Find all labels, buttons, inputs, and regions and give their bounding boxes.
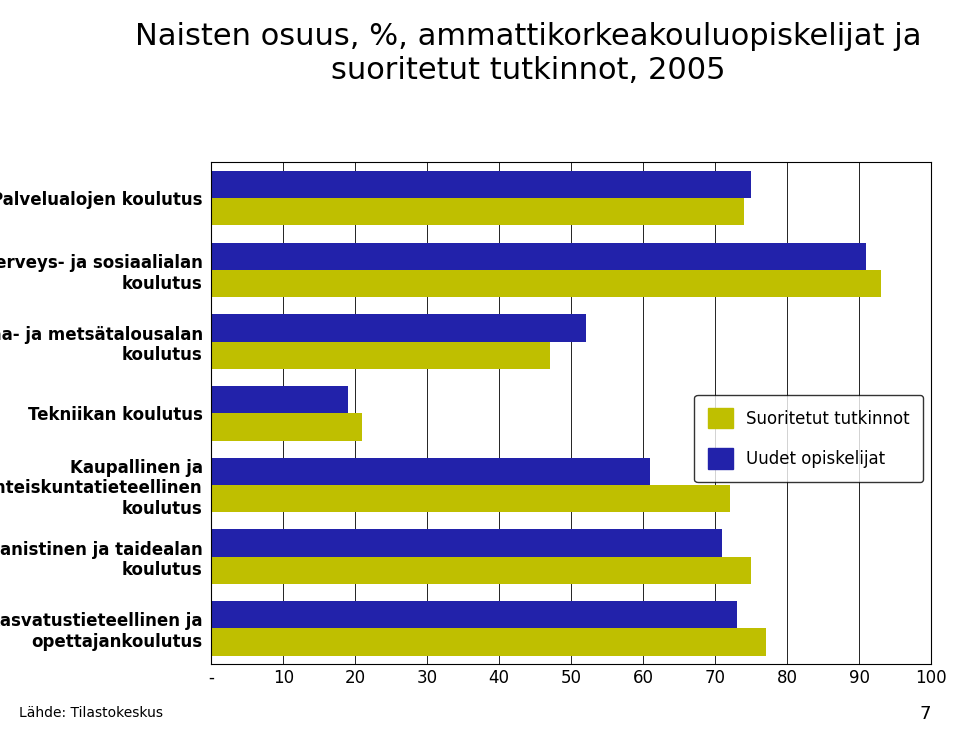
Text: Naisten osuus, %, ammattikorkeakouluopiskelijat ja
suoritetut tutkinnot, 2005: Naisten osuus, %, ammattikorkeakouluopis…	[134, 22, 922, 85]
Bar	[211, 485, 730, 512]
Bar	[211, 199, 744, 225]
Text: 7: 7	[920, 706, 931, 723]
Bar	[211, 413, 362, 441]
Bar	[211, 458, 651, 485]
Bar	[211, 601, 737, 628]
Bar	[211, 342, 549, 369]
Bar	[211, 386, 348, 413]
Bar	[211, 556, 752, 584]
Bar	[211, 314, 586, 342]
Legend: Suoritetut tutkinnot, Uudet opiskelijat: Suoritetut tutkinnot, Uudet opiskelijat	[694, 395, 923, 482]
Bar	[211, 243, 867, 270]
Bar	[211, 628, 765, 655]
Text: Lähde: Tilastokeskus: Lähde: Tilastokeskus	[19, 706, 163, 720]
Bar	[211, 529, 722, 556]
Bar	[211, 171, 752, 199]
Bar	[211, 270, 881, 297]
